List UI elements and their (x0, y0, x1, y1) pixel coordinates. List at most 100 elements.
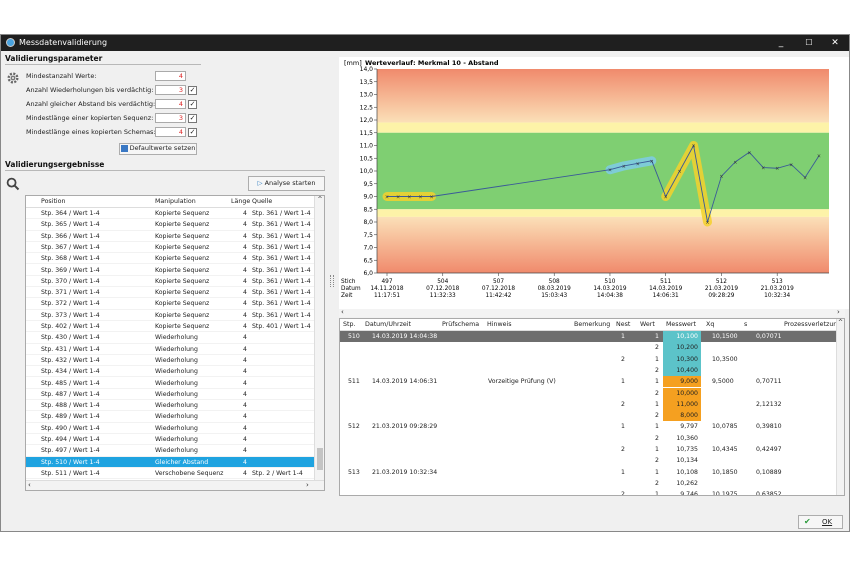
scroll-up-icon[interactable]: ^ (317, 196, 323, 203)
app-icon (6, 38, 15, 47)
param-value-field[interactable]: 3 (155, 85, 186, 95)
search-icon[interactable] (6, 177, 20, 191)
param-value-field[interactable]: 3 (155, 113, 186, 123)
vertical-scrollbar[interactable]: ^ (836, 319, 844, 495)
maximize-button[interactable]: ☐ (805, 38, 813, 47)
scroll-right-icon[interactable]: › (837, 308, 840, 316)
table-row[interactable]: 2 10,000 (340, 387, 844, 399)
table-row[interactable]: Stp. 434 / Wert 1-4 Wiederholung 4 (26, 366, 324, 378)
param-value-field[interactable]: 4 (155, 127, 186, 137)
col-wert[interactable]: Wert (640, 321, 655, 328)
table-row[interactable]: Stp. 487 / Wert 1-4 Wiederholung 4 (26, 389, 324, 401)
table-row[interactable]: Stp. 497 / Wert 1-4 Wiederholung 4 (26, 445, 324, 457)
results-table[interactable]: Position Manipulation Länge Quelle Stp. … (25, 195, 325, 491)
table-row[interactable]: Stp. 367 / Wert 1-4 Kopierte Sequenz 4 Stp.… (26, 242, 324, 254)
table-row[interactable]: 2 1 10,300 10,3500 (340, 353, 844, 365)
minimize-button[interactable]: _ (778, 38, 784, 48)
table-row[interactable]: Stp. 489 / Wert 1-4 Wiederholung 4 (26, 411, 324, 423)
table-row[interactable]: Stp. 364 / Wert 1-4 Kopierte Sequenz 4 Stp.… (26, 208, 324, 220)
param-value-field[interactable]: 4 (155, 71, 186, 81)
table-row[interactable]: 512 21.03.2019 09:28:29 1 1 9,797 10,0785 0,39… (340, 421, 844, 432)
default-values-label: Defaultwerte setzen (129, 144, 196, 152)
col-laenge[interactable]: Länge (231, 198, 251, 205)
chart-scrollbar[interactable]: ‹ › (339, 308, 845, 317)
table-row[interactable]: Stp. 366 / Wert 1-4 Kopierte Sequenz 4 Stp.… (26, 231, 324, 242)
y-tick-label: 10,5 (360, 155, 374, 162)
ok-button[interactable]: ✔ OK (798, 515, 843, 529)
col-prozessverletzung[interactable]: Prozessverletzung (784, 321, 842, 328)
table-row[interactable]: 2 10,134 (340, 455, 844, 466)
scroll-thumb[interactable] (317, 448, 323, 470)
table-row[interactable]: Stp. 371 / Wert 1-4 Kopierte Sequenz 4 Stp.… (26, 287, 324, 299)
table-row[interactable]: Stp. 488 / Wert 1-4 Wiederholung 4 (26, 400, 324, 412)
analyse-start-button[interactable]: ▷ Analyse starten (248, 176, 325, 191)
cell-position: Stp. 369 / Wert 1-4 (41, 266, 100, 274)
measurement-table[interactable]: Stp. Datum/Uhrzeit Prüfschema Hinweis Be… (339, 318, 845, 496)
table-row[interactable]: 2 10,262 (340, 478, 844, 489)
table-row[interactable]: Stp. 494 / Wert 1-4 Wiederholung 4 (26, 434, 324, 446)
cell-manipulation: Wiederholung (155, 334, 198, 342)
param-value-field[interactable]: 4 (155, 99, 186, 109)
default-values-button[interactable]: Defaultwerte setzen (119, 143, 197, 155)
table-row[interactable]: Stp. 370 / Wert 1-4 Kopierte Sequenz 4 Stp.… (26, 276, 324, 288)
table-row[interactable]: Stp. 485 / Wert 1-4 Wiederholung 4 (26, 378, 324, 389)
col-position[interactable]: Position (41, 198, 66, 205)
table-row[interactable]: 2 10,400 (340, 364, 844, 377)
table-row[interactable]: Stp. 372 / Wert 1-4 Kopierte Sequenz 4 Stp.… (26, 298, 324, 310)
col-s[interactable]: s (744, 321, 748, 328)
col-messwert[interactable]: Messwert (666, 321, 696, 328)
scroll-left-icon[interactable]: ‹ (28, 481, 31, 489)
param-checkbox[interactable]: ✓ (188, 99, 197, 109)
splitter-handle[interactable] (330, 275, 334, 287)
scroll-right-icon[interactable]: › (306, 481, 309, 489)
cell-position: Stp. 494 / Wert 1-4 (41, 436, 100, 443)
col-nest[interactable]: Nest (616, 321, 631, 328)
table-row[interactable]: Stp. 430 / Wert 1-4 Wiederholung 4 (26, 332, 324, 344)
col-datum[interactable]: Datum/Uhrzeit (365, 321, 412, 328)
x-tick-label: 510 (604, 279, 615, 285)
param-checkbox[interactable]: ✓ (188, 127, 197, 137)
cell-manipulation: Kopierte Sequenz (155, 289, 210, 297)
col-hinweis[interactable]: Hinweis (487, 321, 512, 328)
scroll-up-icon[interactable]: ^ (838, 319, 844, 326)
table-row[interactable]: 2 1 10,735 10,4345 0,42497 (340, 444, 844, 455)
table-row[interactable]: Stp. 373 / Wert 1-4 Kopierte Sequenz 4 Stp.… (26, 310, 324, 321)
col-manipulation[interactable]: Manipulation (155, 198, 196, 205)
x-tick-label: 497 (381, 279, 392, 285)
table-row[interactable]: Stp. 490 / Wert 1-4 Wiederholung 4 (26, 423, 324, 434)
table-row[interactable]: 513 21.03.2019 10:32:34 1 1 10,108 10,1850 0,1… (340, 467, 844, 478)
table-row[interactable]: 511 14.03.2019 14:06:31 Vorzeitige Prüfung… (340, 376, 844, 388)
col-bemerkung[interactable]: Bemerkung (574, 321, 611, 328)
cell-position: Stp. 511 / Wert 1-4 (41, 469, 100, 477)
table-row[interactable]: Stp. 510 / Wert 1-4 Gleicher Abstand 4 (26, 456, 324, 468)
table-row[interactable]: Stp. 511 / Wert 1-4 Verschobene Sequenz 4 S… (26, 468, 324, 480)
vertical-scrollbar[interactable]: ^ (314, 196, 324, 480)
table-row[interactable]: Stp. 402 / Wert 1-4 Kopierte Sequenz 4 Stp.… (26, 321, 324, 333)
close-button[interactable]: ✕ (831, 38, 839, 48)
cell-manipulation: Wiederholung (155, 436, 198, 443)
table-row[interactable]: 2 8,000 (340, 410, 844, 422)
cell-quelle: Stp. 361 / Wert 1-4 (252, 266, 311, 274)
y-tick-label: 9,5 (363, 181, 373, 188)
x-tick-label: 14.03.2019 (649, 286, 683, 292)
table-row[interactable]: Stp. 432 / Wert 1-4 Wiederholung 4 (26, 355, 324, 367)
table-row[interactable]: Stp. 368 / Wert 1-4 Kopierte Sequenz 4 Stp.… (26, 253, 324, 265)
table-row[interactable]: 2 1 11,000 2,12132 (340, 398, 844, 411)
param-checkbox[interactable]: ✓ (188, 113, 197, 123)
table-row[interactable]: 2 10,200 (340, 342, 844, 354)
col-quelle[interactable]: Quelle (252, 198, 273, 205)
param-checkbox[interactable]: ✓ (188, 85, 197, 95)
param-label: Anzahl Wiederholungen bis verdächtig: (26, 86, 154, 94)
table-row[interactable]: Stp. 365 / Wert 1-4 Kopierte Sequenz 4 Stp.… (26, 219, 324, 231)
col-stp[interactable]: Stp. (343, 321, 356, 328)
col-xq[interactable]: Xq (706, 321, 715, 328)
table-row[interactable]: Stp. 369 / Wert 1-4 Kopierte Sequenz 4 Stp.… (26, 265, 324, 276)
table-row[interactable]: 510 14.03.2019 14:04:38 1 1 10,100 10,1500 0,0… (340, 331, 844, 343)
table-row[interactable]: Stp. 431 / Wert 1-4 Wiederholung 4 (26, 344, 324, 355)
param-label: Mindestanzahl Werte: (26, 72, 97, 80)
scroll-left-icon[interactable]: ‹ (341, 308, 344, 316)
horizontal-scrollbar[interactable]: ‹ › (26, 480, 324, 490)
table-row[interactable]: 2 10,360 (340, 433, 844, 444)
table-row[interactable]: 2 1 9,746 10,1975 0,63852 (340, 489, 844, 495)
col-pruefschema[interactable]: Prüfschema (442, 321, 480, 328)
